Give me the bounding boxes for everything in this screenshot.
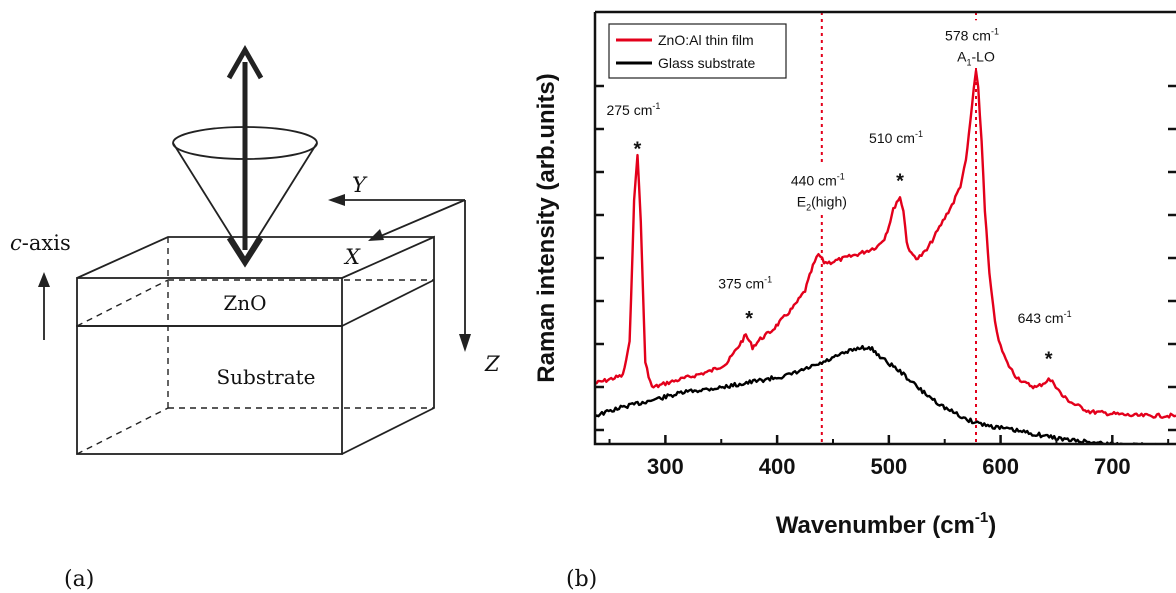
- annotation-510: 510 cm-1: [869, 129, 923, 146]
- series-line-film: [595, 69, 1176, 419]
- x-tick-label-500: 500: [870, 454, 907, 479]
- y-axis-label: Y: [352, 173, 368, 197]
- annotation-275: 275 cm-1: [606, 101, 660, 118]
- x-axis-arrowhead: [368, 229, 384, 241]
- legend-label-film: ZnO:Al thin film: [658, 32, 754, 48]
- series-group: [595, 69, 1176, 444]
- cone-left-edge: [172, 142, 246, 259]
- box-right-face: [341, 235, 435, 455]
- reference-lines: [820, 12, 978, 444]
- legend-box: [608, 23, 787, 79]
- x-axis-title: Wavenumber (cm-1): [776, 509, 997, 539]
- c-axis-arrowhead: [38, 272, 50, 287]
- annotation-375: 375 cm-1: [718, 275, 772, 292]
- annotation-440: 440 cm-1: [791, 172, 845, 189]
- peak-marker-510: *: [896, 171, 904, 193]
- legend: ZnO:Al thin film Glass substrate: [608, 23, 787, 79]
- annotation-bg-440: [787, 165, 856, 212]
- plot-frame: [593, 10, 1176, 446]
- zno-layer-front: [76, 277, 343, 327]
- substrate-label: Substrate: [216, 365, 315, 389]
- annotation-mode-440: E2(high): [797, 194, 847, 213]
- axis-ticks: 300 400 500 600 700: [595, 84, 1176, 479]
- hidden-edges: [76, 237, 434, 455]
- panel-b-caption: (b): [566, 567, 597, 592]
- peak-annotations: * * * * 275 cm-1 375 cm-1 440 cm-1 E2(high) 510 …: [606, 20, 1072, 370]
- x-axis-line: [375, 199, 466, 239]
- zno-right-edge: [341, 279, 435, 327]
- laser-arrow-down-icon: [226, 236, 264, 268]
- y-axis-arrowhead: [328, 194, 345, 206]
- y-axis-title: Raman intensity (arb.units): [533, 73, 560, 382]
- raman-plot: 300 400 500 600 700 * * * * 275 cm-1 375 cm-1 440 …: [533, 10, 1176, 539]
- annotation-bg-578: [942, 20, 1011, 67]
- x-tick-label-400: 400: [759, 454, 796, 479]
- x-axis-label: X: [343, 245, 361, 269]
- panel-a-caption: (a): [64, 567, 94, 592]
- zno-layer-label: ZnO: [223, 291, 266, 315]
- c-axis-label: c-axis: [10, 231, 71, 255]
- x-tick-label-300: 300: [647, 454, 684, 479]
- series-line-glass: [595, 344, 1172, 444]
- peak-marker-375: *: [745, 308, 753, 330]
- annotation-643: 643 cm-1: [1018, 309, 1072, 326]
- laser-arrow-up-icon: [226, 44, 264, 80]
- legend-label-glass: Glass substrate: [658, 55, 755, 71]
- annotation-578: 578 cm-1: [945, 26, 999, 43]
- peak-marker-275: *: [634, 138, 642, 160]
- panel-a-labels: c-axis ZnO Substrate Y X Z (a): [10, 173, 500, 592]
- annotation-mode-578: A1-LO: [957, 48, 995, 67]
- panel-a-diagram: [38, 44, 471, 455]
- cone-right-edge: [244, 142, 318, 259]
- z-axis-label: Z: [484, 352, 500, 376]
- peak-marker-643: *: [1045, 348, 1053, 370]
- x-tick-label-700: 700: [1094, 454, 1131, 479]
- substrate-front: [76, 325, 343, 455]
- z-axis-arrowhead: [459, 334, 471, 352]
- x-tick-label-600: 600: [982, 454, 1019, 479]
